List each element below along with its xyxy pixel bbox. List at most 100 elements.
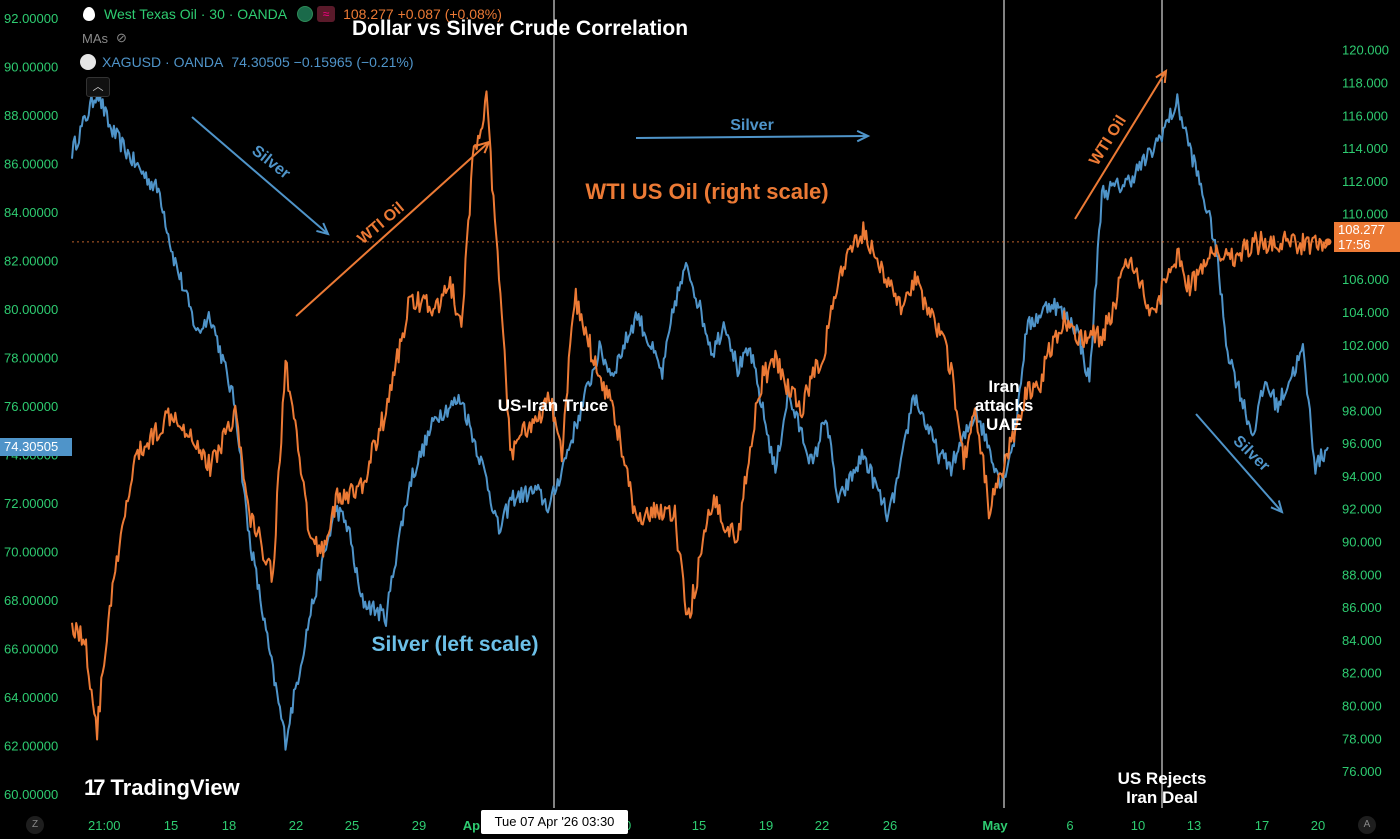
left-current-price-tag: 74.30505 (0, 438, 72, 456)
x-axis-tick: 15 (692, 818, 706, 833)
silver-bars-icon (80, 54, 96, 70)
left-axis-tick: 82.00000 (4, 254, 58, 269)
left-axis-tick: 76.00000 (4, 399, 58, 414)
x-axis-tick: 15 (164, 818, 178, 833)
right-axis-tick: 94.000 (1342, 469, 1382, 484)
left-axis-tick: 60.00000 (4, 787, 58, 802)
x-axis-tick: 25 (345, 818, 359, 833)
silver-legend-row[interactable]: XAGUSD · OANDA 74.30505 −0.15965 (−0.21%… (80, 50, 502, 74)
right-axis-tick: 104.000 (1342, 305, 1389, 320)
silver-series-line (71, 91, 1329, 751)
oil-series-line (71, 90, 1329, 741)
oil-up-2-arrow (1074, 70, 1167, 220)
silver-quote: 74.30505 −0.15965 (−0.21%) (231, 54, 414, 70)
x-axis-tick: 18 (222, 818, 236, 833)
right-axis-tick: 86.000 (1342, 600, 1382, 615)
annotation-label: US-Iran Truce (498, 396, 609, 415)
x-axis-tick: 22 (815, 818, 829, 833)
silver-down-2-arrowhead (1270, 500, 1284, 514)
legend: West Texas Oil · 30 · OANDA ≈ 108.277 +0… (80, 2, 502, 74)
chart-title: Dollar vs Silver Crude Correlation (352, 17, 688, 40)
left-axis-tick: 64.00000 (4, 690, 58, 705)
right-axis-tick: 90.000 (1342, 535, 1382, 550)
auto-scale-right-button[interactable]: A (1358, 816, 1376, 834)
crosshair-date-label: Tue 07 Apr '26 03:30 (481, 810, 628, 834)
right-axis-tick: 96.000 (1342, 436, 1382, 451)
annotation-label: US Rejects Iran Deal (1118, 769, 1207, 807)
left-axis-tick: 86.00000 (4, 157, 58, 172)
right-axis-tick: 82.000 (1342, 666, 1382, 681)
tradingview-wordmark: TradingView (110, 775, 240, 800)
x-axis-tick: 6 (1066, 818, 1073, 833)
left-axis-tick: 80.00000 (4, 302, 58, 317)
annotation-label: Iran attacks UAE (975, 377, 1034, 434)
left-axis-tick: 78.00000 (4, 351, 58, 366)
left-axis-tick: 66.00000 (4, 642, 58, 657)
auto-scale-left-button[interactable]: Z (26, 816, 44, 834)
right-axis-tick: 98.000 (1342, 403, 1382, 418)
silver-down-arrow (191, 116, 329, 235)
silver-flat-arrow (635, 135, 869, 139)
right-current-price: 108.277 (1338, 222, 1385, 237)
silver-down-arrow-label: Silver (248, 142, 293, 182)
right-axis-tick: 110.000 (1342, 207, 1388, 222)
silver-symbol[interactable]: XAGUSD · OANDA (102, 54, 224, 70)
left-axis-tick: 84.00000 (4, 205, 58, 220)
x-axis-tick: 19 (759, 818, 773, 833)
x-axis-tick: 17 (1255, 818, 1269, 833)
right-axis-tick: 112.000 (1342, 174, 1388, 189)
right-axis-tick: 92.000 (1342, 502, 1382, 517)
chevron-up-icon: ︿ (92, 81, 104, 93)
oil-status-pill[interactable]: ≈ (297, 6, 336, 22)
right-axis-tick: 100.000 (1342, 371, 1389, 386)
right-axis-tick: 88.000 (1342, 567, 1382, 582)
oil-quote: 108.277 +0.087 (+0.08%) (343, 6, 502, 22)
bar-countdown: 17:56 (1338, 237, 1371, 252)
silver-flat-arrowhead (856, 129, 871, 143)
right-axis-tick: 114.000 (1342, 141, 1388, 156)
oil-last-point (1324, 238, 1332, 246)
x-axis-tick: 13 (1187, 818, 1201, 833)
right-axis-tick: 84.000 (1342, 633, 1382, 648)
oil-up-2-arrowhead (1155, 69, 1168, 84)
left-axis-tick: 62.00000 (4, 739, 58, 754)
wave-icon: ≈ (317, 6, 336, 22)
silver-down-arrowhead (316, 222, 330, 236)
right-axis-tick: 120.000 (1342, 43, 1389, 58)
right-axis-tick: 106.000 (1342, 272, 1389, 287)
x-axis-tick: Apr (463, 818, 485, 833)
market-open-icon (297, 6, 314, 22)
oil-drop-icon (83, 7, 95, 21)
left-axis-tick: 68.00000 (4, 593, 58, 608)
x-axis-tick: 29 (412, 818, 426, 833)
tradingview-mark-icon: 17 (84, 775, 106, 800)
left-axis-tick: 72.00000 (4, 496, 58, 511)
collapse-legend-button[interactable]: ︿ (86, 77, 110, 97)
eye-hidden-icon[interactable]: ⊘ (116, 30, 127, 45)
right-axis-tick: 78.000 (1342, 731, 1382, 746)
left-axis-tick: 70.00000 (4, 545, 58, 560)
tradingview-logo[interactable]: 17 TradingView (84, 775, 240, 801)
annotation-label: Silver (left scale) (372, 633, 539, 656)
oil-symbol[interactable]: West Texas Oil · 30 · OANDA (104, 6, 288, 22)
right-axis-tick: 118.000 (1342, 75, 1388, 90)
oil-legend-row[interactable]: West Texas Oil · 30 · OANDA ≈ 108.277 +0… (80, 2, 502, 26)
right-axis-tick: 102.000 (1342, 338, 1389, 353)
x-axis-tick: 20 (1311, 818, 1325, 833)
annotation-label: WTI US Oil (right scale) (585, 179, 828, 204)
x-axis-tick: 26 (883, 818, 897, 833)
right-axis-tick: 116.000 (1342, 108, 1388, 123)
left-axis-tick: 90.00000 (4, 60, 58, 75)
left-axis-tick: 92.00000 (4, 11, 58, 26)
right-current-price-tag: 108.277 17:56 (1334, 222, 1400, 252)
silver-flat-arrow-label: Silver (730, 117, 774, 134)
mas-label[interactable]: MAs (82, 30, 108, 46)
left-axis-tick: 88.00000 (4, 108, 58, 123)
silver-down-2-arrow-label: Silver (1230, 433, 1273, 476)
mas-row[interactable]: MAs ⊘ (80, 26, 502, 50)
x-axis-tick: 22 (289, 818, 303, 833)
right-axis-tick: 80.000 (1342, 698, 1382, 713)
x-axis-tick: 21:00 (88, 818, 121, 833)
silver-down-2-arrow (1195, 413, 1283, 513)
